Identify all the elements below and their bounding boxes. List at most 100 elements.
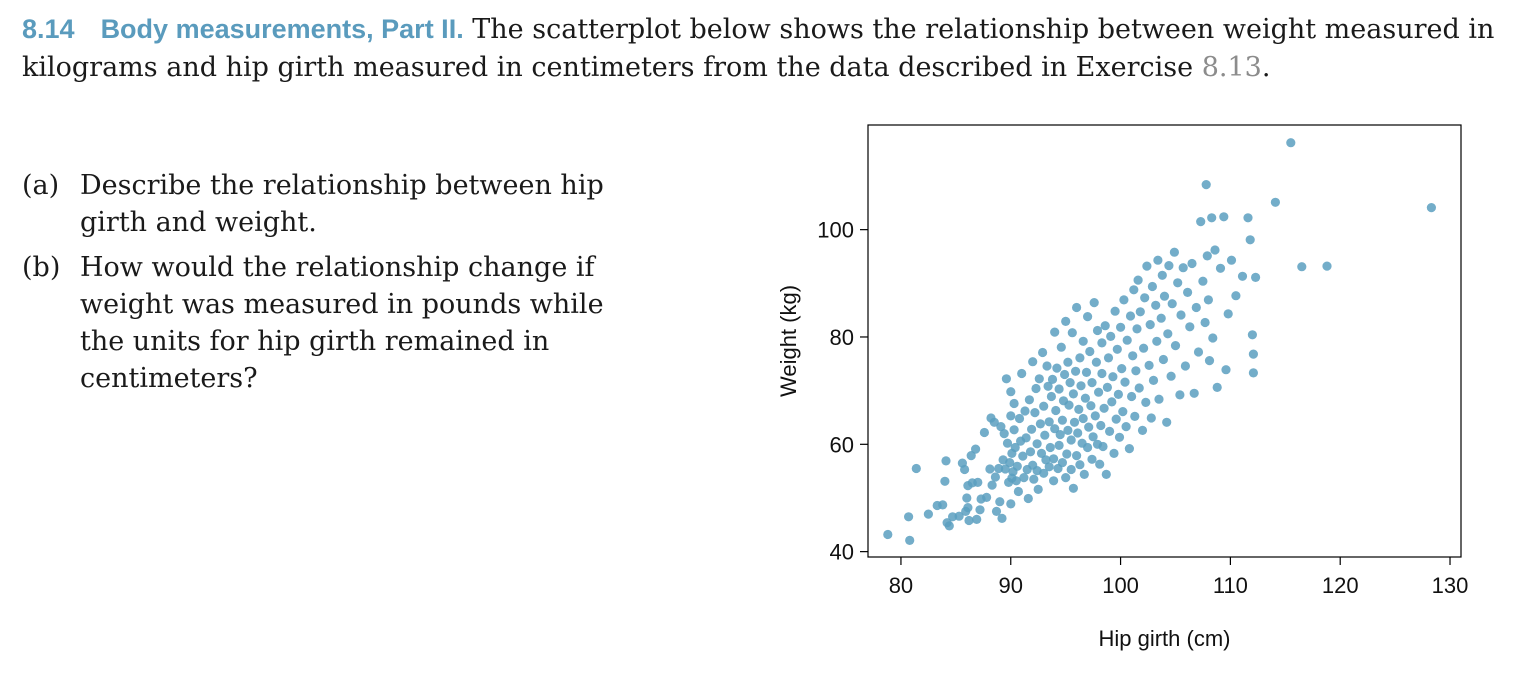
data-point: [1251, 272, 1261, 282]
data-point: [1130, 411, 1140, 421]
data-point: [994, 463, 1004, 474]
data-point: [1057, 458, 1067, 468]
data-point: [1046, 391, 1056, 402]
data-point: [904, 512, 914, 522]
data-point: [1092, 325, 1103, 336]
data-point: [1099, 403, 1109, 413]
data-point: [1173, 278, 1183, 288]
data-point: [1060, 369, 1070, 380]
data-point: [979, 427, 989, 438]
data-point: [1080, 393, 1090, 403]
data-point: [1055, 430, 1065, 440]
data-point: [1065, 378, 1075, 388]
data-point: [1247, 330, 1257, 340]
data-point: [1047, 374, 1058, 384]
data-point: [940, 476, 950, 486]
data-point: [1049, 454, 1059, 464]
data-point: [1107, 397, 1117, 407]
data-point: [1021, 433, 1031, 443]
data-point: [1054, 440, 1064, 450]
data-point: [1027, 424, 1037, 434]
data-point: [1000, 464, 1010, 474]
data-point: [883, 529, 893, 540]
data-point: [1098, 441, 1108, 452]
data-point: [1066, 435, 1076, 445]
data-point: [1121, 422, 1131, 432]
data-point: [1049, 476, 1059, 486]
data-point: [1231, 291, 1241, 301]
data-point: [1204, 356, 1215, 366]
data-point: [1180, 361, 1190, 371]
data-point: [1148, 375, 1159, 385]
data-point: [1044, 417, 1054, 427]
data-point: [1210, 245, 1220, 255]
data-point: [1012, 461, 1022, 471]
data-point: [1178, 263, 1188, 273]
data-point: [1061, 316, 1071, 326]
data-point: [1109, 448, 1119, 458]
data-point: [1006, 411, 1016, 421]
data-point: [1127, 391, 1137, 402]
data-point: [1083, 442, 1093, 453]
data-point: [1089, 298, 1099, 308]
data-point: [1041, 455, 1051, 465]
data-point: [1097, 368, 1107, 379]
data-point: [1078, 336, 1088, 346]
data-point: [1068, 389, 1078, 399]
data-point: [1017, 368, 1027, 379]
data-point: [1052, 363, 1062, 373]
x-tick-label: 80: [889, 573, 913, 598]
data-point: [1076, 381, 1086, 391]
data-point: [1132, 324, 1142, 334]
data-point: [1056, 342, 1066, 352]
question-a: (a) Describe the relationship between hi…: [22, 167, 612, 241]
data-point: [1118, 407, 1128, 417]
scatterplot: 80 90 100 110 120 130 40 60 80 100 Hip girth (cm) W…: [776, 124, 1468, 651]
data-point: [985, 464, 995, 474]
data-point: [1167, 299, 1177, 309]
data-point: [1006, 499, 1016, 509]
data-point: [1044, 462, 1054, 472]
plot-frame: [867, 124, 1462, 558]
data-point: [1066, 464, 1076, 475]
data-point: [1237, 271, 1248, 281]
data-point: [944, 521, 954, 531]
data-point: [938, 500, 948, 510]
data-point: [1057, 415, 1067, 425]
data-point: [1201, 180, 1211, 190]
data-point: [1054, 384, 1064, 394]
data-point: [1119, 295, 1129, 305]
data-point: [1062, 449, 1072, 459]
data-point: [1322, 261, 1332, 271]
data-point: [1106, 331, 1116, 341]
data-point: [1105, 426, 1115, 436]
data-point: [1270, 197, 1280, 207]
data-point: [1031, 383, 1041, 394]
data-point: [1068, 483, 1078, 493]
data-point: [1085, 346, 1095, 357]
exercise-reference-link[interactable]: 8.13: [1201, 52, 1262, 83]
data-point: [911, 463, 921, 474]
data-point: [1038, 347, 1048, 358]
y-tick-label: 80: [830, 325, 854, 350]
data-point: [1164, 261, 1174, 271]
data-point: [1071, 366, 1081, 376]
data-point: [1108, 372, 1118, 382]
data-point: [1243, 213, 1253, 223]
data-point: [1095, 459, 1105, 469]
data-point: [1129, 285, 1139, 295]
data-point: [1187, 258, 1197, 269]
question-label: (a): [22, 170, 60, 201]
data-point: [1030, 408, 1040, 418]
data-point: [972, 514, 982, 524]
data-point: [1110, 306, 1120, 316]
data-point: [1146, 413, 1156, 423]
data-point: [1147, 281, 1157, 292]
data-point: [1159, 291, 1170, 301]
data-point: [989, 417, 999, 427]
data-point: [1087, 378, 1097, 388]
data-point: [1025, 447, 1036, 457]
data-point: [999, 429, 1009, 439]
data-point: [1154, 394, 1164, 404]
data-point: [1043, 381, 1053, 391]
